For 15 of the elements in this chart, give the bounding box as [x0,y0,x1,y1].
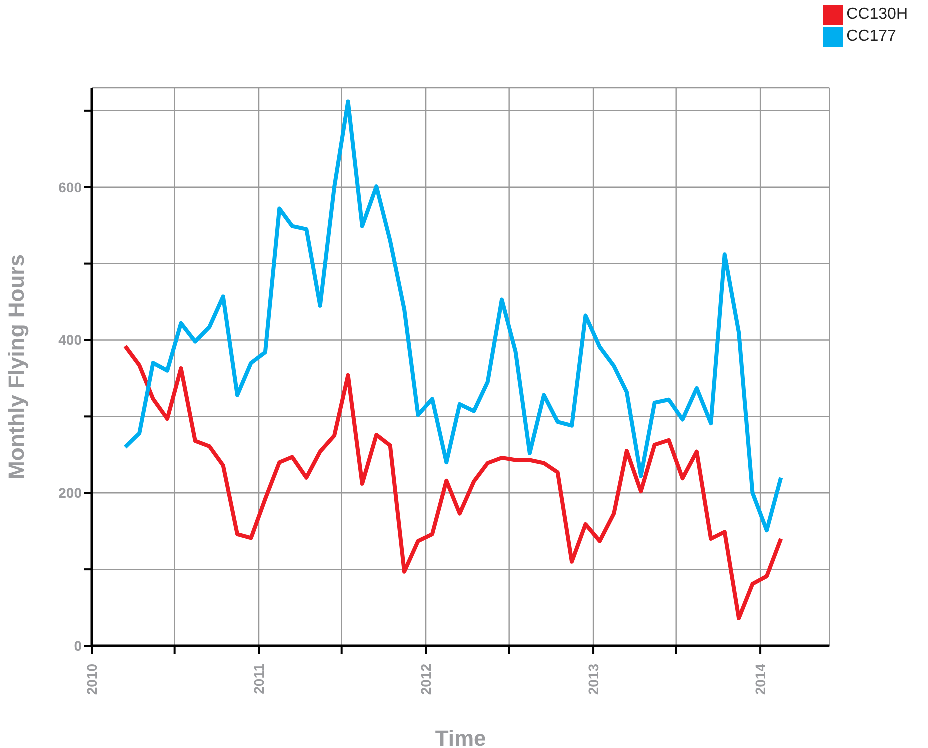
y-tick-label: 600 [58,179,82,196]
y-tick-label: 200 [58,485,82,502]
line-series [123,344,784,620]
y-axis-title: Monthly Flying Hours [4,254,29,480]
x-tick-label: 2014 [752,664,769,696]
line-series [123,100,784,533]
y-tick-label: 0 [74,638,82,654]
x-tick-label: 2012 [418,664,434,696]
x-tick-label: 2011 [251,664,268,694]
legend-label: CC177 [846,28,896,45]
y-tick-label: 400 [58,332,82,348]
x-axis-title: Time [435,726,486,748]
x-tick-label: 2013 [586,664,602,696]
legend-label: CC130H [846,6,908,23]
x-tick-label: 2010 [84,664,100,696]
